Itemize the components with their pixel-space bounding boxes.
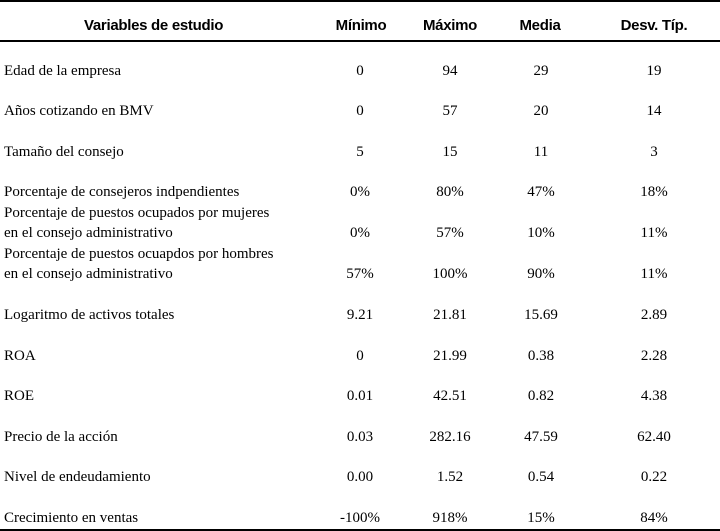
cell-max: 21.81 — [433, 307, 467, 323]
row-label: Precio de la acción — [4, 427, 118, 447]
cell-max: 80% — [436, 184, 464, 200]
row-label-line: ROE — [4, 388, 34, 404]
row-label: ROE — [4, 386, 34, 406]
bottom-rule — [0, 529, 720, 531]
cell-min: 5 — [356, 144, 364, 160]
row-label: Crecimiento en ventas — [4, 508, 138, 528]
cell-min: 0 — [356, 348, 364, 364]
cell-mean: 29 — [533, 63, 549, 79]
cell-min: 0 — [356, 103, 364, 119]
header-variable: Variables de estudio — [84, 17, 224, 34]
cell-min: 0% — [350, 225, 370, 241]
cell-max: 21.99 — [433, 348, 467, 364]
row-label: ROA — [4, 346, 36, 366]
row-label-line: en el consejo administrativo — [4, 225, 173, 241]
cell-sd: 11% — [640, 225, 668, 241]
row-label: Porcentaje de consejeros indpendientes — [4, 182, 239, 202]
table-row: Nivel de endeudamiento 0.00 1.52 0.54 0.22 — [4, 467, 668, 487]
top-rule — [0, 0, 720, 2]
cell-sd: 3 — [650, 144, 658, 160]
cell-mean: 0.82 — [527, 388, 555, 404]
row-label: Nivel de endeudamiento — [4, 467, 151, 487]
row-label-line: Precio de la acción — [4, 429, 118, 445]
header-sd: Desv. Típ. — [620, 17, 688, 34]
cell-mean: 0.54 — [527, 469, 555, 485]
table-row: ROE 0.01 42.51 0.82 4.38 — [4, 386, 668, 406]
table-row: Porcentaje de puestos ocupados por mujer… — [0, 0, 720, 243]
cell-max: 918% — [432, 510, 468, 526]
cell-sd: 18% — [640, 184, 668, 200]
cell-mean: 15% — [527, 510, 555, 526]
cell-max: 15 — [442, 144, 458, 160]
header-mean: Media — [519, 17, 561, 34]
table-row: Precio de la acción 0.03 282.16 47.59 62.40 — [4, 427, 671, 447]
row-label-line: Porcentaje de puestos ocupados por mujer… — [4, 205, 270, 221]
header-min: Mínimo — [335, 17, 387, 34]
table-row: Tamaño del consejo 5 15 11 3 — [0, 0, 720, 162]
cell-mean: 10% — [527, 225, 555, 241]
row-label-line: en el consejo administrativo — [4, 266, 173, 282]
row-label-line: ROA — [4, 348, 36, 364]
cell-mean: 90% — [527, 266, 555, 282]
cell-mean: 20 — [533, 103, 549, 119]
row-label: Porcentaje de puestos ocupados por mujer… — [4, 203, 269, 243]
cell-sd: 4.38 — [640, 388, 668, 404]
cell-max: 1.52 — [436, 469, 464, 485]
row-label: Logaritmo de activos totales — [4, 305, 174, 325]
cell-min: 0.03 — [346, 429, 374, 445]
cell-min: 57% — [346, 266, 374, 282]
row-label-line: Logaritmo de activos totales — [4, 307, 175, 323]
row-label-line: Nivel de endeudamiento — [4, 469, 151, 485]
table-row: Años cotizando en BMV 0 57 20 14 — [0, 0, 720, 121]
cell-sd: 62.40 — [637, 429, 671, 445]
row-label-line: Porcentaje de consejeros indpendientes — [4, 184, 240, 200]
table-row: Logaritmo de activos totales 9.21 21.81 15.… — [4, 305, 668, 325]
row-label-line: Años cotizando en BMV — [4, 103, 154, 119]
row-label-line: Crecimiento en ventas — [4, 510, 139, 526]
row-label: Tamaño del consejo — [4, 142, 124, 162]
cell-max: 57 — [442, 103, 458, 119]
cell-sd: 11% — [640, 266, 668, 282]
cell-min: -100% — [340, 510, 380, 526]
row-label: Edad de la empresa — [4, 61, 121, 81]
row-label: Años cotizando en BMV — [4, 101, 154, 121]
cell-max: 42.51 — [433, 388, 467, 404]
cell-max: 100% — [432, 266, 468, 282]
cell-min: 0.01 — [346, 388, 374, 404]
cell-max: 57% — [436, 225, 464, 241]
header-rule — [0, 40, 720, 42]
cell-min: 0% — [350, 184, 370, 200]
cell-min: 9.21 — [346, 307, 374, 323]
cell-max: 282.16 — [429, 429, 471, 445]
cell-sd: 14 — [646, 103, 662, 119]
table-row: ROA 0 21.99 0.38 2.28 — [4, 346, 668, 366]
row-label-line: Edad de la empresa — [4, 63, 122, 79]
cell-mean: 47% — [527, 184, 555, 200]
row-label-line: Tamaño del consejo — [4, 144, 124, 160]
cell-sd: 19 — [646, 63, 662, 79]
cell-sd: 2.28 — [640, 348, 668, 364]
cell-sd: 0.22 — [640, 469, 668, 485]
cell-max: 94 — [442, 63, 458, 79]
cell-mean: 47.59 — [524, 429, 558, 445]
table-row: Porcentaje de consejeros indpendientes 0%… — [0, 0, 720, 202]
cell-mean: 11 — [533, 144, 549, 160]
header-max: Máximo — [422, 17, 478, 34]
row-label-line: Porcentaje de puestos ocuapdos por hombr… — [4, 246, 274, 262]
cell-min: 0.00 — [346, 469, 374, 485]
row-label: Porcentaje de puestos ocuapdos por hombr… — [4, 244, 274, 284]
table-row: Porcentaje de puestos ocuapdos por hombr… — [4, 244, 668, 284]
cell-min: 0 — [356, 63, 364, 79]
table-row: Edad de la empresa 0 94 29 19 — [0, 0, 720, 81]
cell-mean: 0.38 — [527, 348, 555, 364]
cell-mean: 15.69 — [524, 307, 558, 323]
cell-sd: 2.89 — [640, 307, 668, 323]
cell-sd: 84% — [640, 510, 668, 526]
